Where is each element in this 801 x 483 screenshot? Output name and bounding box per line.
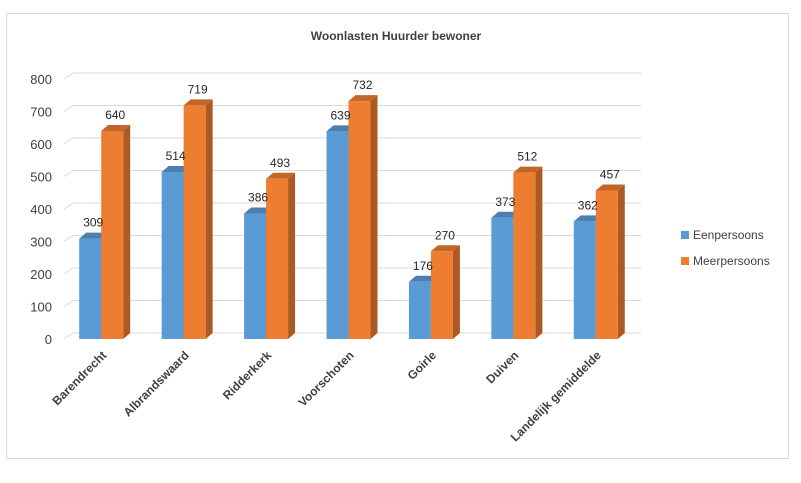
gridline-depth — [63, 332, 74, 340]
y-tick-label: 300 — [30, 235, 52, 250]
legend-swatch — [681, 231, 689, 239]
gridline-depth — [63, 137, 74, 145]
y-tick-label: 0 — [45, 332, 52, 347]
bar-top — [101, 125, 131, 131]
bar-top — [430, 245, 460, 252]
data-label: 176 — [413, 259, 433, 273]
gridline-depth — [63, 170, 74, 177]
bar-top — [183, 99, 213, 106]
bars — [79, 95, 625, 339]
data-label: 386 — [248, 191, 268, 205]
bar — [79, 238, 102, 339]
x-category-label: Goirle — [405, 348, 440, 383]
x-category-label: Duiven — [483, 348, 521, 386]
data-label: 457 — [600, 167, 620, 181]
bar — [161, 171, 184, 339]
y-tick-label: 500 — [30, 170, 52, 185]
bar-side — [370, 95, 378, 339]
bar — [326, 131, 349, 339]
legend-label: Meerpersoons — [693, 254, 770, 268]
bar — [183, 105, 206, 339]
bar-top — [573, 215, 603, 222]
x-category-label: Landelijk gemiddelde — [508, 348, 604, 444]
data-label: 732 — [352, 78, 372, 92]
legend-label: Eenpersoons — [693, 228, 764, 242]
data-label: 514 — [166, 149, 186, 163]
gridline-depth — [63, 267, 74, 275]
data-label: 719 — [188, 82, 208, 96]
bar-top — [266, 172, 296, 179]
data-label: 512 — [517, 150, 537, 164]
bar — [491, 217, 514, 339]
bar — [573, 221, 596, 339]
bar — [244, 213, 267, 339]
bar-top — [326, 125, 356, 132]
legend: Eenpersoons Meerpersoons — [681, 228, 770, 268]
bar — [430, 251, 453, 339]
x-axis-categories: Barendrecht Albrandswaard Ridderkerk Voorsc… — [49, 348, 604, 444]
bar — [513, 172, 536, 339]
bar-top — [161, 165, 191, 172]
data-labels: 309 640 514 719 386 493 639 732 176 270 373 512 362 4… — [83, 78, 620, 273]
bar-top — [348, 95, 378, 102]
bar-side — [617, 184, 625, 339]
bar-top — [513, 166, 543, 173]
x-category-label: Ridderkerk — [220, 348, 274, 402]
gridline-depth — [63, 300, 74, 307]
bar-top — [491, 211, 521, 218]
x-category-label: Voorschoten — [295, 348, 356, 409]
gridline-depth — [63, 235, 74, 242]
data-label: 640 — [105, 108, 125, 122]
bar-side — [452, 245, 460, 339]
bar-top — [244, 207, 274, 214]
x-category-label: Albrandswaard — [121, 348, 192, 419]
bar — [408, 281, 431, 339]
bar-side — [123, 125, 131, 339]
y-tick-label: 700 — [30, 105, 52, 120]
y-tick-label: 200 — [30, 267, 52, 282]
bar — [348, 101, 371, 339]
data-label: 309 — [83, 216, 103, 230]
y-tick-label: 600 — [30, 137, 52, 152]
y-tick-label: 100 — [30, 300, 52, 315]
data-label: 639 — [330, 108, 350, 122]
y-axis-ticks: 0 100 200 300 400 500 600 700 800 — [30, 72, 52, 347]
data-label: 362 — [578, 198, 598, 212]
bar-side — [205, 99, 213, 339]
chart-title: Woonlasten Huurder bewoner — [311, 29, 482, 43]
gridline-depth — [63, 72, 74, 80]
legend-swatch — [681, 257, 689, 265]
gridline-depth — [63, 202, 74, 210]
y-tick-label: 400 — [30, 202, 52, 217]
data-label: 373 — [495, 195, 515, 209]
bar-top — [595, 184, 625, 191]
data-label: 270 — [435, 228, 455, 242]
bar-side — [535, 166, 543, 339]
bar-top — [408, 275, 438, 282]
bar — [595, 190, 618, 339]
gridline-depth — [63, 105, 74, 112]
x-category-label: Barendrecht — [49, 348, 109, 408]
bar-side — [288, 172, 296, 339]
y-tick-label: 800 — [30, 72, 52, 87]
bar — [266, 178, 289, 339]
bar — [101, 131, 124, 339]
bar-top — [79, 232, 109, 239]
data-label: 493 — [270, 156, 290, 170]
